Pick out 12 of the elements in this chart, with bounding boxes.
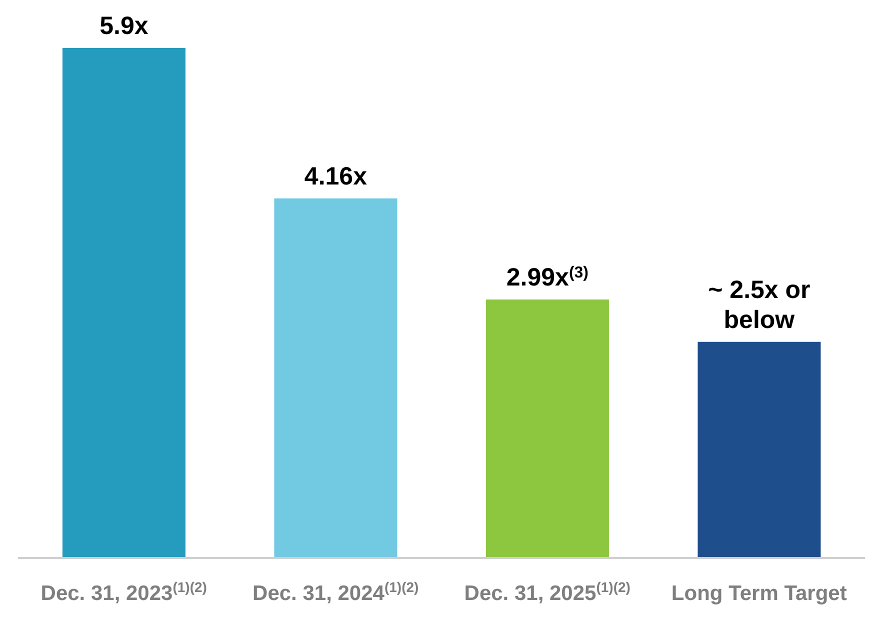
x-tick-label: Dec. 31, 2024$^{(1)(2)}$ (252, 579, 419, 605)
bar (698, 342, 821, 558)
bar (62, 48, 186, 558)
data-label: 5.9x (100, 12, 148, 40)
data-label: 4.16x (304, 162, 368, 190)
bar (486, 300, 609, 558)
x-tick-label: Dec. 31, 2023$^{(1)(2)}$ (40, 579, 207, 605)
data-label: 2.99x$^{(3)}$ (506, 264, 589, 292)
bar (274, 198, 398, 558)
data-label: ~ 2.5x or below (708, 276, 811, 334)
x-tick-label: Dec. 31, 2025$^{(1)(2)}$ (464, 579, 630, 605)
x-tick-label: Long Term Target (671, 582, 847, 605)
